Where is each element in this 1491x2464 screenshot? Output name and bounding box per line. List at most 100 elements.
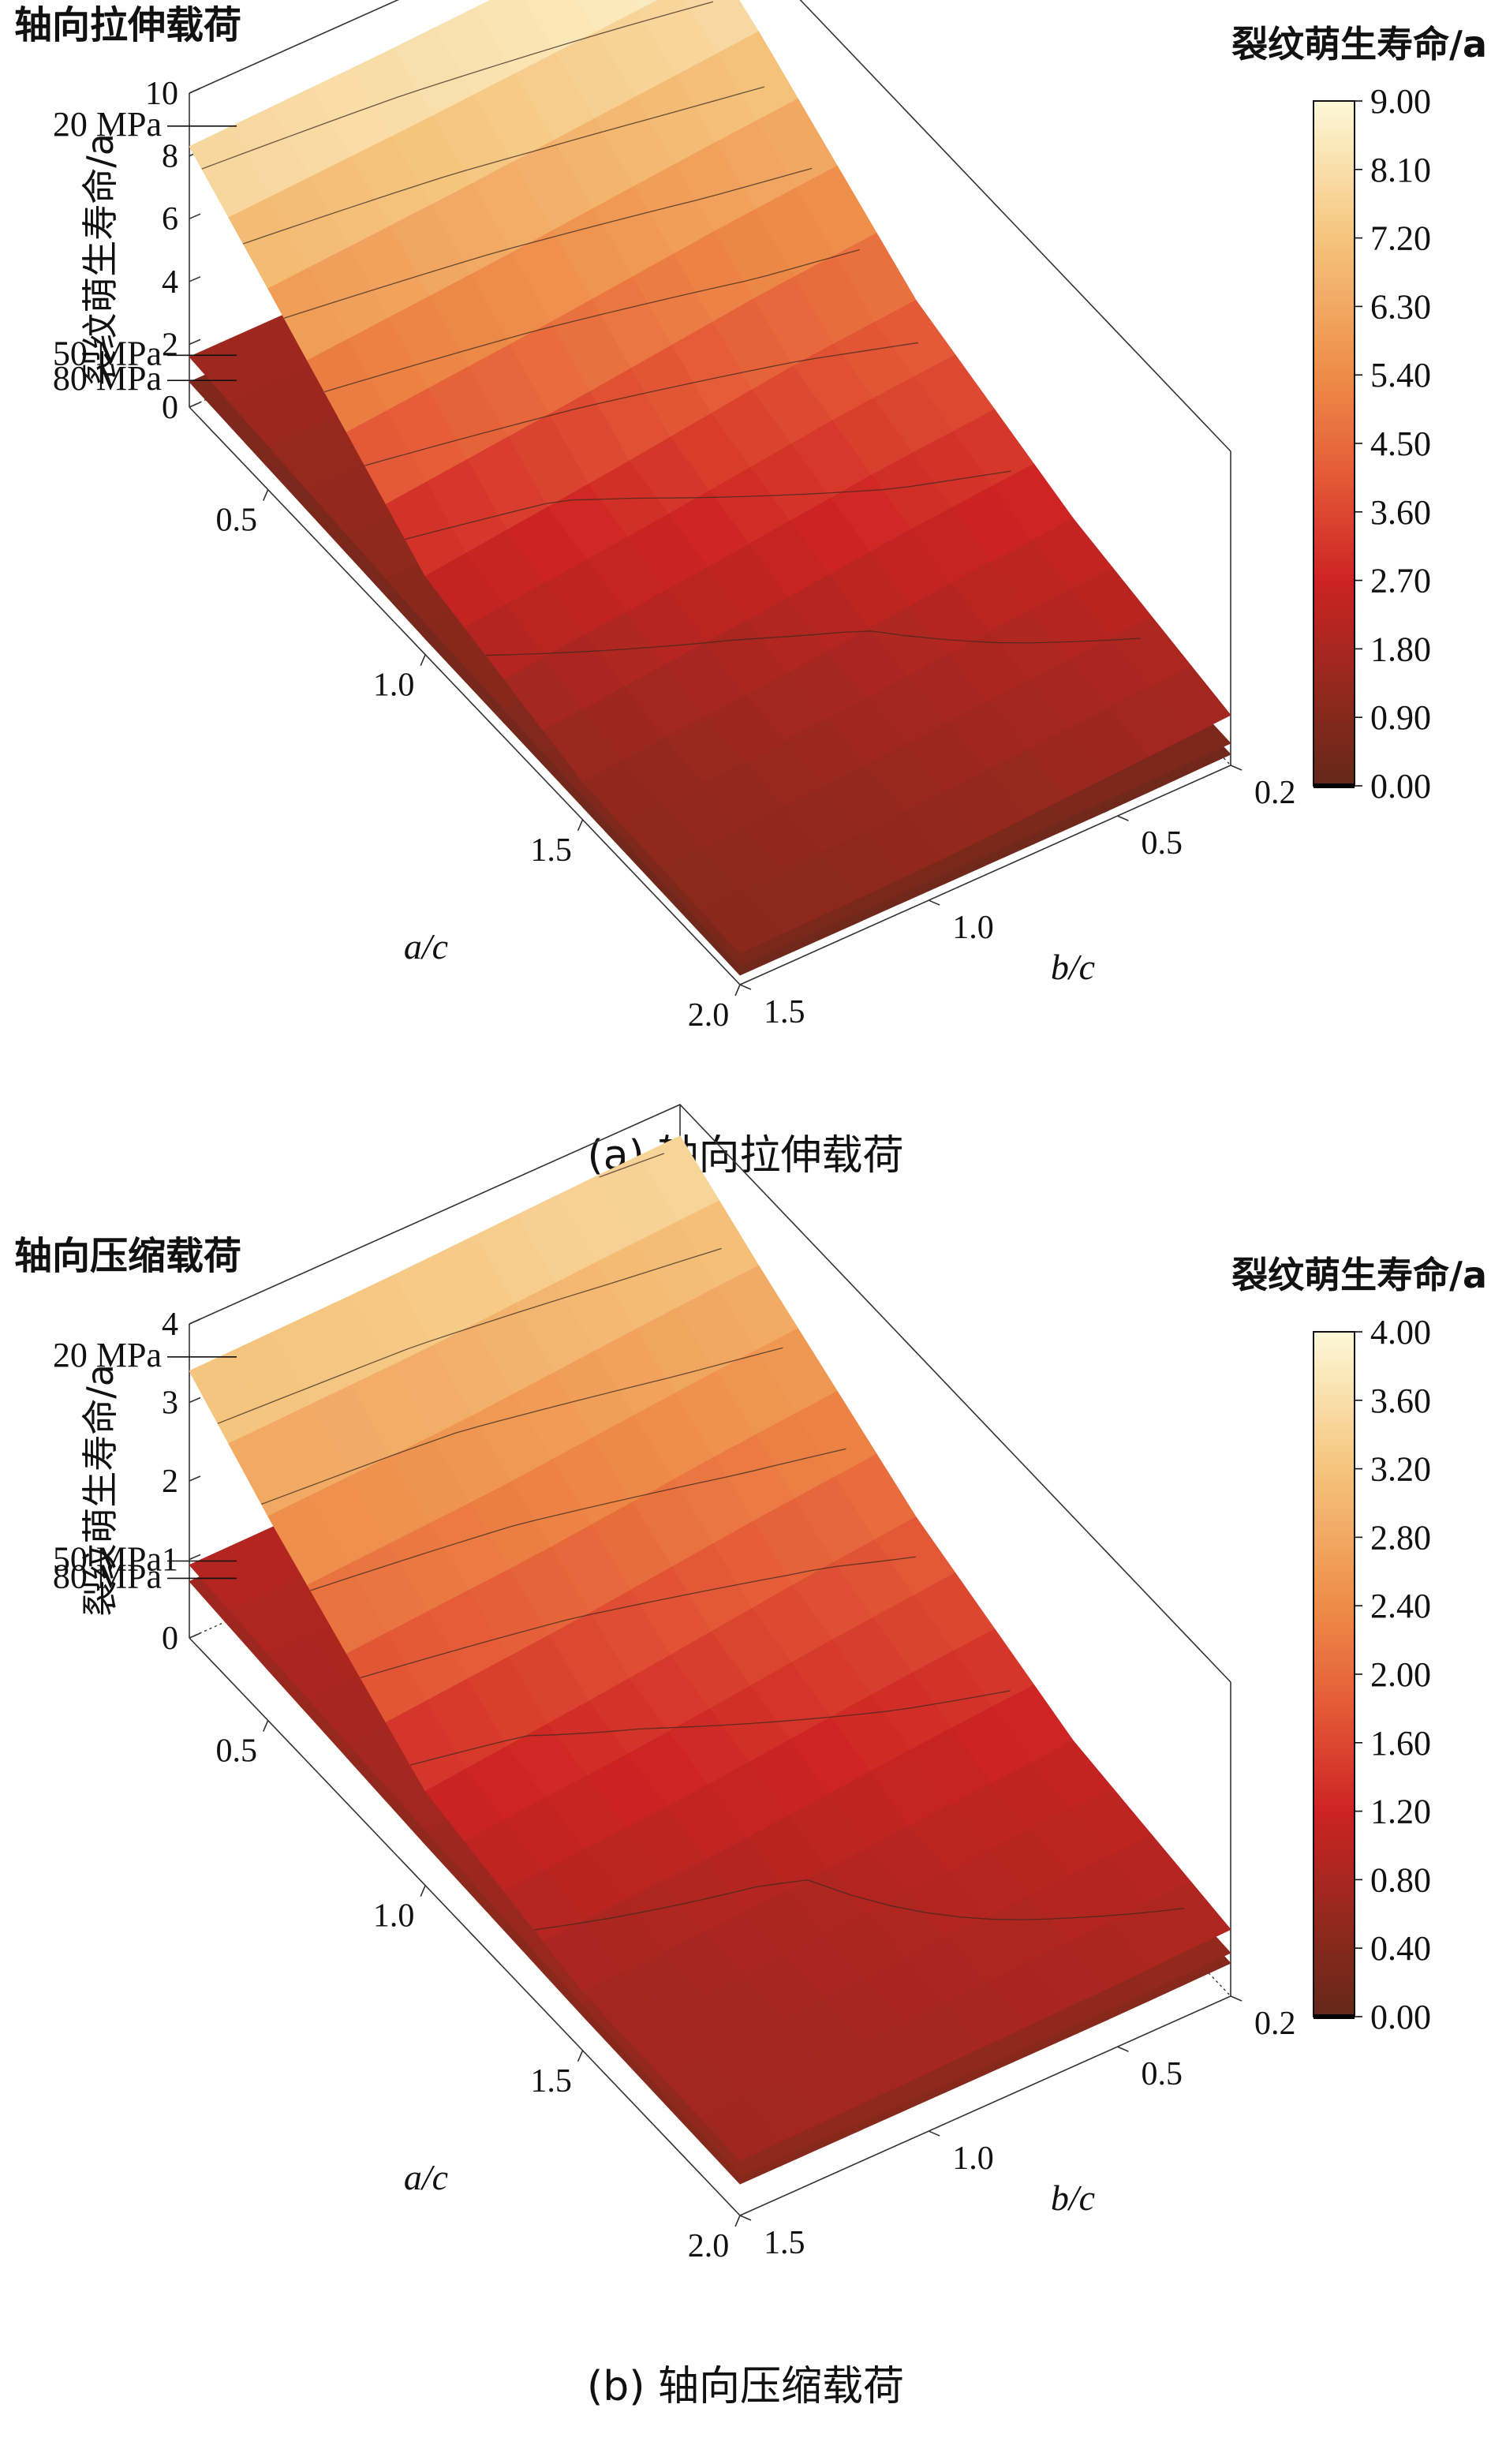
x-axis-label: a/c	[404, 926, 448, 967]
z-tick-mark	[189, 1475, 201, 1482]
series-label: 80 MPa	[53, 1557, 162, 1595]
colorbar-swatch	[1314, 329, 1355, 336]
colorbar-swatch	[1314, 500, 1355, 507]
colorbar-swatch	[1314, 1497, 1355, 1504]
colorbar-swatch	[1314, 1959, 1355, 1966]
contour-line	[217, 1247, 722, 1424]
colorbar-swatch	[1314, 226, 1355, 233]
contour-line	[409, 1690, 1011, 1766]
series-label: 20 MPa	[53, 1336, 162, 1374]
contour-line	[405, 470, 1011, 540]
colorbar-swatch	[1314, 1417, 1355, 1424]
colorbar-swatch	[1314, 215, 1355, 222]
colorbar-swatch	[1314, 585, 1355, 593]
colorbar-swatch	[1314, 1708, 1355, 1715]
colorbar-swatch	[1314, 1451, 1355, 1458]
colorbar-swatch	[1314, 260, 1355, 267]
colorbar-swatch	[1314, 118, 1355, 125]
x-tick-mark	[734, 2215, 741, 2227]
colorbar-swatch	[1314, 620, 1355, 627]
colorbar-swatch	[1314, 1782, 1355, 1789]
colorbar-swatch	[1314, 1400, 1355, 1407]
contour-lines	[217, 1153, 1185, 1931]
z-ticks: 0 1 2 3 4	[162, 1307, 201, 1657]
z-tick-mark	[189, 1318, 201, 1325]
colorbar-swatch	[1314, 1726, 1355, 1732]
colorbar-swatch	[1314, 763, 1355, 769]
contour-line	[599, 1153, 665, 1178]
colorbar-tick-label: 3.60	[1370, 1382, 1431, 1420]
y-tick-mark	[739, 2215, 752, 2221]
colorbar-swatch	[1314, 1651, 1355, 1658]
colorbar-swatch	[1314, 237, 1355, 245]
colorbar-swatch	[1314, 1588, 1355, 1595]
z-tick-label: 10	[145, 76, 178, 112]
surface-cell	[630, 0, 660, 11]
colorbar-swatch	[1314, 1800, 1355, 1806]
colorbar-swatch	[1314, 112, 1355, 119]
colorbar-swatch	[1314, 477, 1355, 484]
colorbar-swatch	[1314, 255, 1355, 262]
contour-line	[201, 1, 714, 170]
colorbar-swatch	[1314, 306, 1355, 313]
colorbar-swatch	[1314, 1520, 1355, 1527]
colorbar-swatch	[1314, 204, 1355, 211]
colorbar-swatch	[1314, 689, 1355, 695]
colorbar-swatch	[1314, 592, 1355, 598]
colorbar-swatch	[1314, 1703, 1355, 1709]
colorbar-swatch	[1314, 768, 1355, 776]
colorbar-swatch	[1314, 1560, 1355, 1567]
y-tick-mark	[1117, 815, 1129, 821]
colorbar-swatch	[1314, 352, 1355, 359]
colorbar-swatch	[1314, 717, 1355, 724]
colorbar-swatch	[1314, 169, 1355, 176]
x-axis-label: a/c	[404, 2157, 448, 2197]
x-tick-mark	[577, 2050, 584, 2062]
contour-line	[243, 86, 764, 245]
colorbar-swatch	[1314, 700, 1355, 707]
colorbar-swatch	[1314, 1982, 1355, 1989]
colorbar-swatch	[1314, 1954, 1355, 1961]
colorbar-swatch	[1314, 1565, 1355, 1572]
colorbar-swatch	[1314, 472, 1355, 478]
colorbar-swatch	[1314, 175, 1355, 181]
colorbar-swatch	[1314, 746, 1355, 753]
colorbar-tick-label: 2.40	[1370, 1587, 1431, 1625]
x-tick-label: 2.0	[688, 997, 730, 1034]
z-tick-mark	[189, 402, 201, 408]
y-tick-mark	[1230, 765, 1242, 771]
colorbar-swatch	[1314, 1548, 1355, 1555]
series-label: 50 MPa	[53, 1540, 162, 1579]
z-tick-mark	[189, 213, 201, 219]
z-tick-mark	[189, 1554, 201, 1561]
colorbar-swatch	[1314, 1389, 1355, 1396]
colorbar-swatch	[1314, 140, 1355, 148]
surface-cell	[1149, 1882, 1231, 1950]
colorbar-swatch	[1314, 340, 1355, 347]
colorbar-swatch	[1314, 1491, 1355, 1498]
colorbar-swatch	[1314, 1777, 1355, 1784]
series-label: 50 MPa	[53, 334, 162, 372]
colorbar-swatch	[1314, 301, 1355, 307]
colorbar-swatch	[1314, 386, 1355, 393]
colorbar-swatch	[1314, 488, 1355, 495]
colorbar-swatch	[1314, 1606, 1355, 1613]
colorbar-swatch	[1314, 1531, 1355, 1538]
z-tick-mark	[189, 1397, 201, 1404]
colorbar-swatch	[1314, 1731, 1355, 1738]
colorbar-swatch	[1314, 181, 1355, 188]
colorbar-swatch	[1314, 563, 1355, 570]
colorbar-swatch	[1314, 426, 1355, 433]
colorbar-swatch	[1314, 1628, 1355, 1635]
colorbar-tick-label: 9.00	[1370, 82, 1431, 121]
colorbar-swatch	[1314, 637, 1355, 644]
contour-line	[283, 167, 813, 319]
contour-line	[324, 249, 860, 393]
colorbar-swatch	[1314, 1537, 1355, 1544]
z-axis-label: 裂纹萌生寿命/a	[79, 133, 121, 386]
colorbar-swatch	[1314, 220, 1355, 227]
y-tick-mark	[1117, 2046, 1129, 2052]
y-tick-label: 1.0	[952, 2141, 994, 2177]
